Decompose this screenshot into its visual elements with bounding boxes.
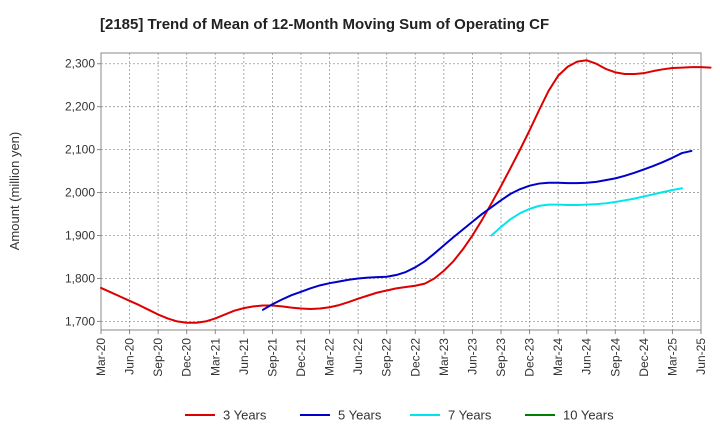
x-tick-label: Dec-23 bbox=[523, 338, 537, 377]
series-line-3-years bbox=[100, 59, 712, 324]
plot-frame bbox=[100, 52, 702, 331]
legend-label-7-years: 7 Years bbox=[448, 408, 492, 423]
x-tick-label: Jun-24 bbox=[580, 338, 594, 375]
x-tick-label: Mar-24 bbox=[551, 338, 565, 376]
series-line-7-years bbox=[490, 187, 683, 237]
y-tick-label: 1,800 bbox=[65, 271, 95, 285]
x-tick-label: Jun-25 bbox=[694, 338, 708, 375]
legend-label-5-years: 5 Years bbox=[338, 408, 382, 423]
series-layer bbox=[100, 59, 712, 324]
legend-label-3-years: 3 Years bbox=[223, 408, 267, 423]
y-tick-label: 2,000 bbox=[65, 186, 95, 200]
series-line-5-years bbox=[261, 149, 693, 311]
x-tick-label: Mar-21 bbox=[208, 338, 222, 376]
x-tick-label: Mar-22 bbox=[323, 338, 337, 376]
x-tick-label: Dec-24 bbox=[637, 338, 651, 377]
x-tick-label: Sep-21 bbox=[265, 338, 279, 377]
legend: 3 Years 5 Years 7 Years 10 Years bbox=[185, 408, 614, 423]
x-tick-label: Sep-20 bbox=[151, 338, 165, 377]
x-tick-label: Jun-20 bbox=[123, 338, 137, 375]
x-tick-label: Dec-20 bbox=[180, 338, 194, 377]
x-tick-label: Mar-25 bbox=[665, 338, 679, 376]
y-tick-label: 1,900 bbox=[65, 229, 95, 243]
legend-label-10-years: 10 Years bbox=[563, 408, 614, 423]
y-axis-label: Amount (million yen) bbox=[7, 132, 22, 251]
plot-area bbox=[101, 53, 701, 330]
y-tick-label: 1,700 bbox=[65, 314, 95, 328]
y-axis-ticks: 1,700 1,800 1,900 2,000 2,100 2,200 2,300 bbox=[65, 57, 101, 328]
x-tick-label: Jun-21 bbox=[237, 338, 251, 375]
x-tick-label: Mar-20 bbox=[94, 338, 108, 376]
x-tick-label: Sep-24 bbox=[608, 338, 622, 377]
x-tick-label: Sep-22 bbox=[380, 338, 394, 377]
x-tick-label: Dec-22 bbox=[408, 338, 422, 377]
y-tick-label: 2,200 bbox=[65, 100, 95, 114]
y-tick-label: 2,100 bbox=[65, 143, 95, 157]
y-tick-label: 2,300 bbox=[65, 57, 95, 71]
x-tick-label: Dec-21 bbox=[294, 338, 308, 377]
x-tick-label: Jun-22 bbox=[351, 338, 365, 375]
x-tick-label: Mar-23 bbox=[437, 338, 451, 376]
x-tick-label: Sep-23 bbox=[494, 338, 508, 377]
x-tick-label: Jun-23 bbox=[465, 338, 479, 375]
chart-title: [2185] Trend of Mean of 12-Month Moving … bbox=[100, 16, 549, 33]
x-axis-ticks: Mar-20 Jun-20 Sep-20 Dec-20 Mar-21 Jun-21 Sep-… bbox=[94, 330, 708, 377]
